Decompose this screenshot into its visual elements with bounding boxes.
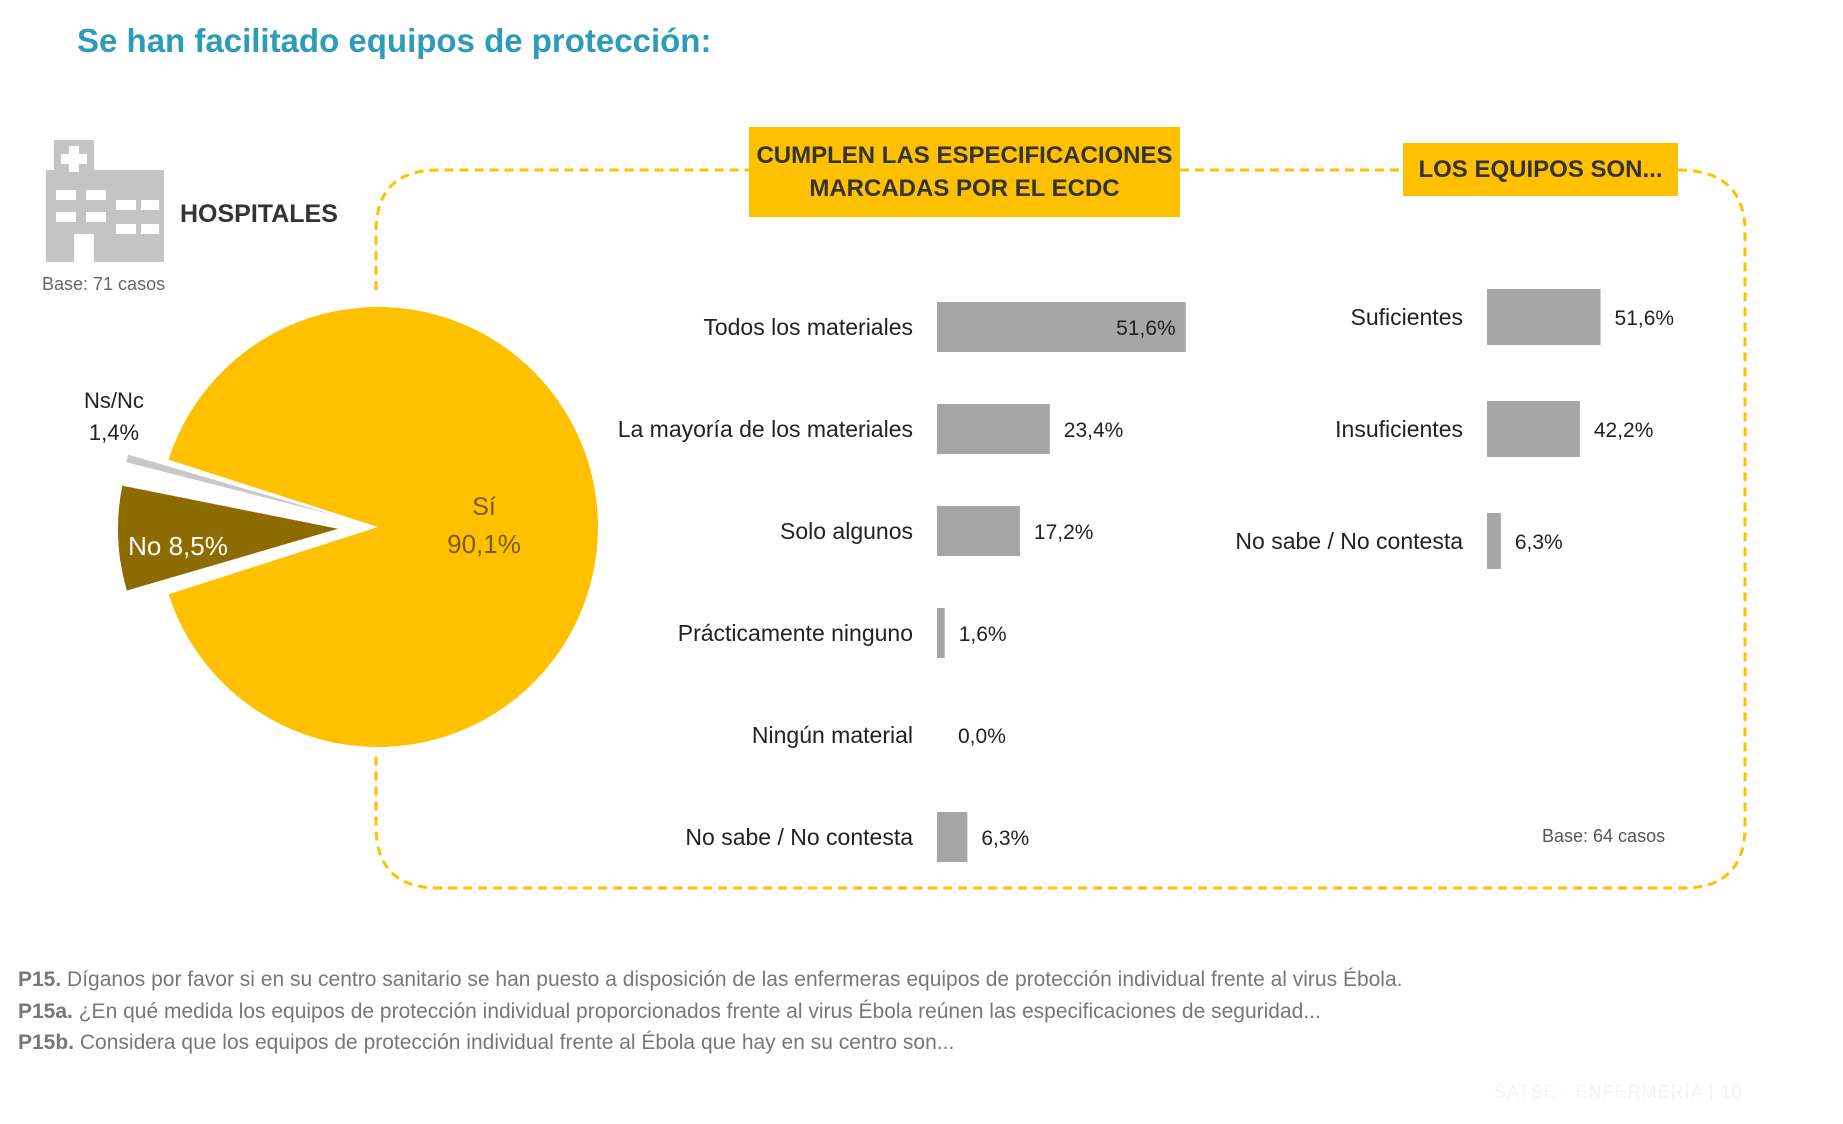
bar-value-label: 51,6% [1116,317,1176,340]
bar-value-label: 23,4% [1064,419,1124,442]
bar-category-label: Todos los materiales [703,314,913,340]
equipos-bar-chart: Suficientes 51,6% Insuficientes 42,2% No sab… [1235,289,1674,569]
bar-value-label: 1,6% [959,623,1007,646]
bar-value-label: 6,3% [981,827,1029,850]
ecdc-header-line2: MARCADAS POR EL ECDC [809,175,1120,202]
pie-slice-no [118,485,339,591]
ecdc-header: CUMPLEN LAS ESPECIFICACIONES MARCADAS POR… [749,127,1180,217]
footnote-p15: P15. Díganos por favor si en su centro s… [18,968,1403,992]
bar-category-label: Suficientes [1350,304,1463,330]
bar [937,608,945,658]
bar [937,812,968,862]
hospital-icon [46,140,164,267]
pie-value-nsnc: 1,4% [89,420,139,445]
bar-value-label: 0,0% [958,725,1006,748]
bar-category-label: Ningún material [752,722,913,748]
watermark: SATSE · ENFERMERÍA | 10 [1494,1082,1743,1102]
footnote-code: P15a. [18,1000,73,1023]
base-right-label: Base: 64 casos [1542,826,1666,846]
bar-value-label: 17,2% [1034,521,1094,544]
pie-slice-si [168,306,598,747]
ecdc-bar-chart: Todos los materiales 51,6% La mayoría de l… [618,302,1186,862]
bar-value-label: 42,2% [1594,419,1654,442]
bar [937,302,1186,352]
base-left-label: Base: 71 casos [42,274,166,294]
bar-category-label: No sabe / No contesta [685,824,913,850]
bar-category-label: La mayoría de los materiales [618,416,913,442]
ecdc-header-line1: CUMPLEN LAS ESPECIFICACIONES [756,141,1173,169]
pie-label-no: No 8,5% [128,531,228,561]
bar [1487,289,1601,345]
bar [937,404,1050,454]
bar-category-label: No sabe / No contesta [1235,528,1463,554]
pie-label-nsnc: Ns/Nc [84,388,144,413]
footnote-p15a: P15a. ¿En qué medida los equipos de prot… [18,1000,1321,1024]
bar [1487,401,1580,457]
pie-value-si: 90,1% [447,529,521,559]
footnote-code: P15. [18,968,62,991]
footnote-code: P15b. [18,1031,75,1054]
bar-value-label: 51,6% [1615,307,1675,330]
equipos-header: LOS EQUIPOS SON... [1403,143,1678,196]
footnote-p15b: P15b. Considera que los equipos de prote… [18,1031,954,1055]
footnote-text: ¿En qué medida los equipos de protección… [78,1000,1321,1023]
bar-category-label: Solo algunos [780,518,913,544]
pie-slice-nsnc [126,454,340,517]
footnote-text: Díganos por favor si en su centro sanita… [67,968,1403,991]
hospitals-label: HOSPITALES [180,200,338,228]
bar-category-label: Prácticamente ninguno [678,620,913,646]
bar-category-label: Insuficientes [1335,416,1463,442]
bar [937,506,1020,556]
pie-label-si: Sí [472,493,496,521]
bar [1487,513,1501,569]
page-title: Se han facilitado equipos de protección: [77,22,712,59]
bar-value-label: 6,3% [1515,531,1563,554]
footnote-text: Considera que los equipos de protección … [79,1031,955,1054]
